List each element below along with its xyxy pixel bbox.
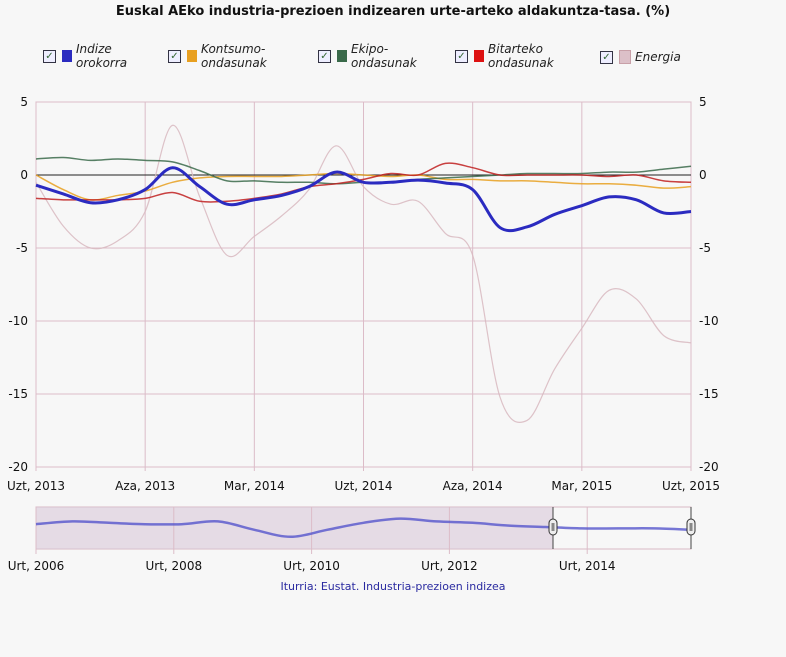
navigator-mask: [36, 507, 553, 549]
y-tick-label-left: -15: [8, 387, 28, 401]
y-tick-label-right: -15: [699, 387, 719, 401]
handle-grip-icon: [689, 523, 693, 531]
checkbox-checked-icon[interactable]: ✓: [455, 49, 468, 63]
navigator-series: [35, 517, 692, 539]
legend-label: Indize: [76, 42, 112, 56]
navigator-tick-label: Urt, 2012: [421, 559, 478, 573]
checkbox-checked-icon[interactable]: ✓: [168, 49, 181, 63]
y-tick-label-right: -20: [699, 460, 719, 474]
swatch-icon: [474, 50, 484, 62]
y-tick-label-right: 5: [699, 95, 707, 109]
y-tick-label-left: -20: [8, 460, 28, 474]
navigator-tick-label: Urt, 2006: [8, 559, 65, 573]
line-chart: 5 5 0 0 -5 -5 -10 -10 -15 -15 -20 -20 Uzt, 2013 Aza, …: [7, 95, 720, 573]
series-line-4: [35, 124, 692, 424]
navigator-tick-label: Urt, 2014: [559, 559, 616, 573]
series-line-0: [35, 166, 692, 233]
y-tick-label-left: -10: [8, 314, 28, 328]
x-tick-label: Uzt, 2015: [662, 479, 720, 493]
navigator-tick-label: Urt, 2010: [283, 559, 340, 573]
x-tick-label: Mar, 2014: [224, 479, 285, 493]
y-tick-label-left: -5: [16, 241, 28, 255]
y-tick-label-right: 0: [699, 168, 707, 182]
navigator-tick-label: Urt, 2008: [146, 559, 203, 573]
chart-title: Euskal AEko industria-prezioen indizeare…: [115, 4, 671, 19]
legend-item-ekipo[interactable]: ✓ Ekipo-ondasunak: [318, 42, 417, 70]
x-tick-label: Aza, 2013: [115, 479, 175, 493]
legend-label: Bitarteko: [488, 42, 543, 56]
legend-label: ondasunak: [351, 56, 417, 70]
legend-item-energia[interactable]: ✓ Energia: [600, 50, 681, 64]
legend-label: Kontsumo-: [201, 42, 266, 56]
legend-label: ondasunak: [488, 56, 554, 70]
series-line-3: [35, 162, 692, 203]
legend-item-indize[interactable]: ✓ Indize orokorra: [43, 42, 127, 70]
x-tick-label: Mar, 2015: [551, 479, 612, 493]
y-tick-label-left: 5: [20, 95, 28, 109]
legend-label: orokorra: [76, 56, 128, 70]
x-tick-label: Aza, 2014: [443, 479, 503, 493]
x-tick-label: Uzt, 2013: [7, 479, 65, 493]
checkbox-checked-icon[interactable]: ✓: [600, 50, 613, 64]
legend-label: ondasunak: [201, 56, 267, 70]
swatch-icon: [187, 50, 197, 62]
y-tick-label-right: -5: [699, 241, 711, 255]
x-tick-label: Uzt, 2014: [335, 479, 393, 493]
legend-item-kontsumo[interactable]: ✓ Kontsumo-ondasunak: [168, 42, 267, 70]
swatch-icon: [619, 50, 631, 64]
y-tick-label-left: 0: [20, 168, 28, 182]
y-tick-label-right: -10: [699, 314, 719, 328]
legend: ✓ Indize orokorra ✓ Kontsumo-ondasunak ✓ …: [0, 42, 786, 76]
source-text: Iturria: Eustat. Industria-prezioen indi…: [280, 580, 506, 593]
handle-grip-icon: [551, 523, 555, 531]
legend-label: Ekipo-: [351, 42, 389, 56]
swatch-icon: [337, 50, 347, 62]
checkbox-checked-icon[interactable]: ✓: [43, 49, 56, 63]
swatch-icon: [62, 50, 72, 62]
checkbox-checked-icon[interactable]: ✓: [318, 49, 331, 63]
legend-item-bitarteko[interactable]: ✓ Bitarteko ondasunak: [455, 42, 554, 70]
legend-label: Energia: [635, 50, 681, 64]
